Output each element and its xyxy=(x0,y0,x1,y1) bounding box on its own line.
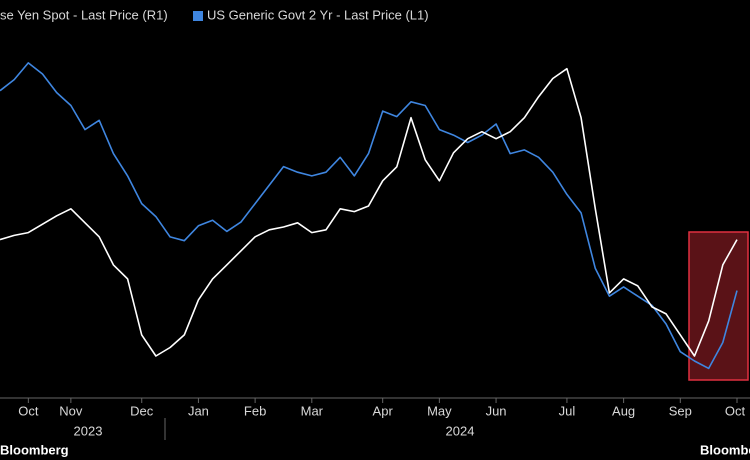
x-tick-label: Apr xyxy=(373,403,394,418)
x-tick-label: Oct xyxy=(18,403,39,418)
highlight-box xyxy=(688,231,749,381)
x-tick-label: Dec xyxy=(130,403,154,418)
x-tick-label: Feb xyxy=(244,403,266,418)
x-tick-label: Oct xyxy=(725,403,746,418)
legend-swatch xyxy=(193,11,203,21)
footer-logo: Bloomberg xyxy=(700,442,750,457)
series-line xyxy=(0,67,738,357)
year-label: 2024 xyxy=(446,423,475,438)
legend-label: US Generic Govt 2 Yr - Last Price (L1) xyxy=(207,7,429,22)
x-tick-label: Mar xyxy=(301,403,324,418)
x-tick-label: Jul xyxy=(559,403,576,418)
x-tick-label: Jun xyxy=(486,403,507,418)
x-tick-label: Jan xyxy=(188,403,209,418)
x-tick-label: Sep xyxy=(669,403,692,418)
x-tick-label: May xyxy=(427,403,452,418)
series-line xyxy=(0,62,738,370)
x-tick-label: Nov xyxy=(59,403,83,418)
footer-source: Bloomberg xyxy=(0,442,69,457)
x-tick-label: Aug xyxy=(612,403,635,418)
legend-label: se Yen Spot - Last Price (R1) xyxy=(0,7,168,22)
year-label: 2023 xyxy=(74,423,103,438)
